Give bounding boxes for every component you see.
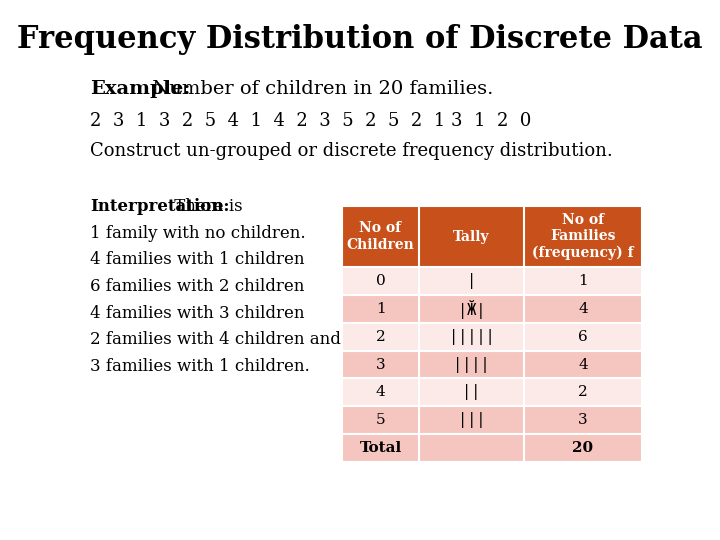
Text: There is: There is bbox=[169, 198, 243, 215]
FancyBboxPatch shape bbox=[343, 379, 419, 406]
Text: 2 families with 4 children and: 2 families with 4 children and bbox=[90, 332, 341, 348]
FancyBboxPatch shape bbox=[419, 434, 524, 462]
Text: ||: || bbox=[462, 384, 481, 400]
FancyBboxPatch shape bbox=[343, 434, 419, 462]
Text: 6: 6 bbox=[578, 330, 588, 344]
Text: |||||: ||||| bbox=[449, 329, 495, 345]
FancyBboxPatch shape bbox=[343, 295, 419, 323]
Text: Frequency Distribution of Discrete Data: Frequency Distribution of Discrete Data bbox=[17, 24, 703, 55]
FancyBboxPatch shape bbox=[343, 206, 419, 267]
Text: |||: ||| bbox=[458, 412, 485, 428]
Text: Interpretation:: Interpretation: bbox=[90, 198, 230, 215]
FancyBboxPatch shape bbox=[524, 267, 642, 295]
Text: 2: 2 bbox=[578, 386, 588, 400]
FancyBboxPatch shape bbox=[419, 267, 524, 295]
Text: 5: 5 bbox=[376, 413, 385, 427]
FancyBboxPatch shape bbox=[524, 350, 642, 379]
Text: ||||: |||| bbox=[454, 356, 490, 373]
FancyBboxPatch shape bbox=[524, 434, 642, 462]
FancyBboxPatch shape bbox=[343, 406, 419, 434]
FancyBboxPatch shape bbox=[524, 323, 642, 350]
Text: No of
Families
(frequency) f: No of Families (frequency) f bbox=[532, 213, 634, 260]
FancyBboxPatch shape bbox=[524, 295, 642, 323]
Text: 1: 1 bbox=[376, 302, 385, 316]
Text: 3: 3 bbox=[578, 413, 588, 427]
Text: Example:: Example: bbox=[90, 80, 190, 98]
FancyBboxPatch shape bbox=[419, 379, 524, 406]
Text: 1 family with no children.: 1 family with no children. bbox=[90, 225, 306, 241]
Text: 4 families with 1 children: 4 families with 1 children bbox=[90, 251, 305, 268]
Text: 2  3  1  3  2  5  4  1  4  2  3  5  2  5  2  1 3  1  2  0: 2 3 1 3 2 5 4 1 4 2 3 5 2 5 2 1 3 1 2 0 bbox=[90, 112, 531, 130]
Text: No of
Children: No of Children bbox=[346, 221, 415, 252]
FancyBboxPatch shape bbox=[343, 323, 419, 350]
Text: |Ӂ|: |Ӂ| bbox=[458, 300, 485, 319]
Text: 4 families with 3 children: 4 families with 3 children bbox=[90, 305, 305, 322]
FancyBboxPatch shape bbox=[419, 350, 524, 379]
Text: 1: 1 bbox=[578, 274, 588, 288]
Text: 6 families with 2 children: 6 families with 2 children bbox=[90, 278, 305, 295]
Text: 20: 20 bbox=[572, 441, 593, 455]
FancyBboxPatch shape bbox=[419, 323, 524, 350]
FancyBboxPatch shape bbox=[524, 406, 642, 434]
Text: 2: 2 bbox=[376, 330, 385, 344]
FancyBboxPatch shape bbox=[524, 379, 642, 406]
Text: Construct un-grouped or discrete frequency distribution.: Construct un-grouped or discrete frequen… bbox=[90, 141, 613, 160]
FancyBboxPatch shape bbox=[524, 206, 642, 267]
FancyBboxPatch shape bbox=[419, 295, 524, 323]
Text: 3 families with 1 children.: 3 families with 1 children. bbox=[90, 358, 310, 375]
Text: Tally: Tally bbox=[453, 230, 490, 244]
Text: 4: 4 bbox=[376, 386, 385, 400]
FancyBboxPatch shape bbox=[343, 350, 419, 379]
Text: 0: 0 bbox=[376, 274, 385, 288]
Text: 4: 4 bbox=[578, 302, 588, 316]
Text: 3: 3 bbox=[376, 357, 385, 372]
Text: Total: Total bbox=[359, 441, 402, 455]
Text: Number of children in 20 families.: Number of children in 20 families. bbox=[146, 80, 493, 98]
FancyBboxPatch shape bbox=[419, 206, 524, 267]
FancyBboxPatch shape bbox=[343, 267, 419, 295]
Text: 4: 4 bbox=[578, 357, 588, 372]
FancyBboxPatch shape bbox=[419, 406, 524, 434]
Text: |: | bbox=[467, 273, 476, 289]
